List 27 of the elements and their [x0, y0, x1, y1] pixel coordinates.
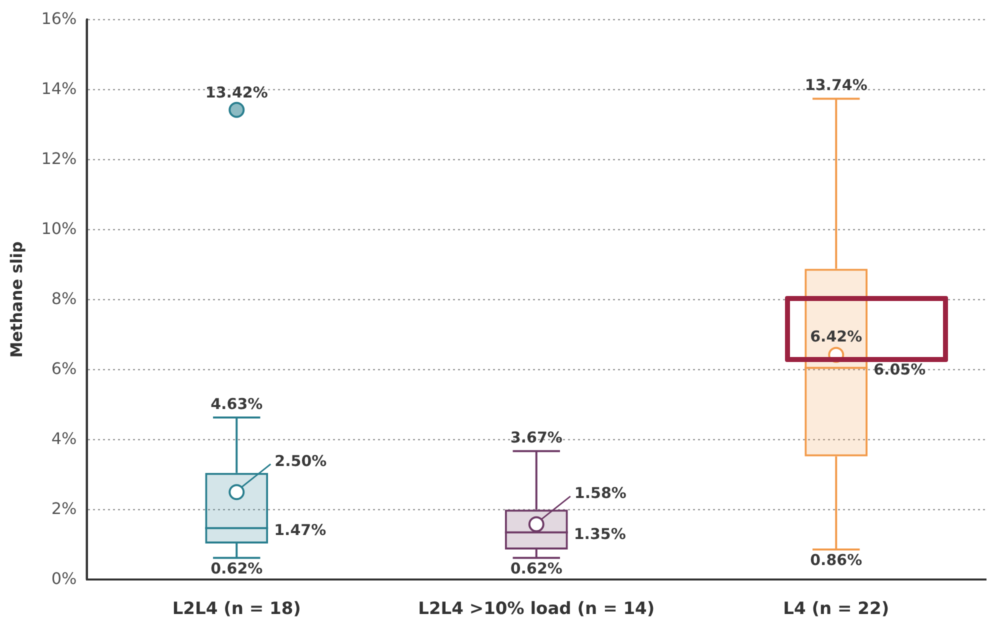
x-tick-label: L2L4 >10% load (n = 14) — [418, 599, 655, 620]
y-tick-label: 0% — [51, 568, 77, 588]
point — [228, 484, 245, 500]
y-tick-label: 6% — [51, 358, 77, 378]
y-tick-label: 8% — [51, 288, 77, 308]
data-label: 1.58% — [574, 484, 626, 502]
y-axis-title: Methane slip — [6, 241, 26, 358]
y-tick-label: 12% — [41, 148, 77, 168]
annotation: 13.74% — [804, 76, 868, 94]
annotation: 13.42% — [205, 83, 268, 102]
x-tick-label: L4 (n = 22) — [783, 599, 890, 620]
annotation: 1.35% — [574, 525, 626, 544]
annotation: 1.47% — [274, 521, 326, 540]
x-tick-label: L2L4 (n = 18) — [172, 599, 301, 620]
y-tick-label: 2% — [51, 498, 77, 518]
annotation: 6.05% — [874, 360, 926, 379]
annotation: 0.62% — [510, 559, 562, 578]
annotation: 0.62% — [210, 559, 263, 578]
annotation: 0.86% — [810, 550, 862, 569]
data-label: 2.50% — [274, 452, 327, 470]
data-label: 6.42% — [810, 327, 862, 346]
annotation: 4.63% — [210, 394, 263, 413]
y-tick-label: 10% — [41, 218, 77, 238]
y-tick-label: 14% — [41, 78, 77, 98]
y-tick-label: 4% — [51, 428, 77, 448]
annotation: 3.67% — [510, 428, 562, 447]
y-tick-label: 16% — [41, 8, 77, 28]
